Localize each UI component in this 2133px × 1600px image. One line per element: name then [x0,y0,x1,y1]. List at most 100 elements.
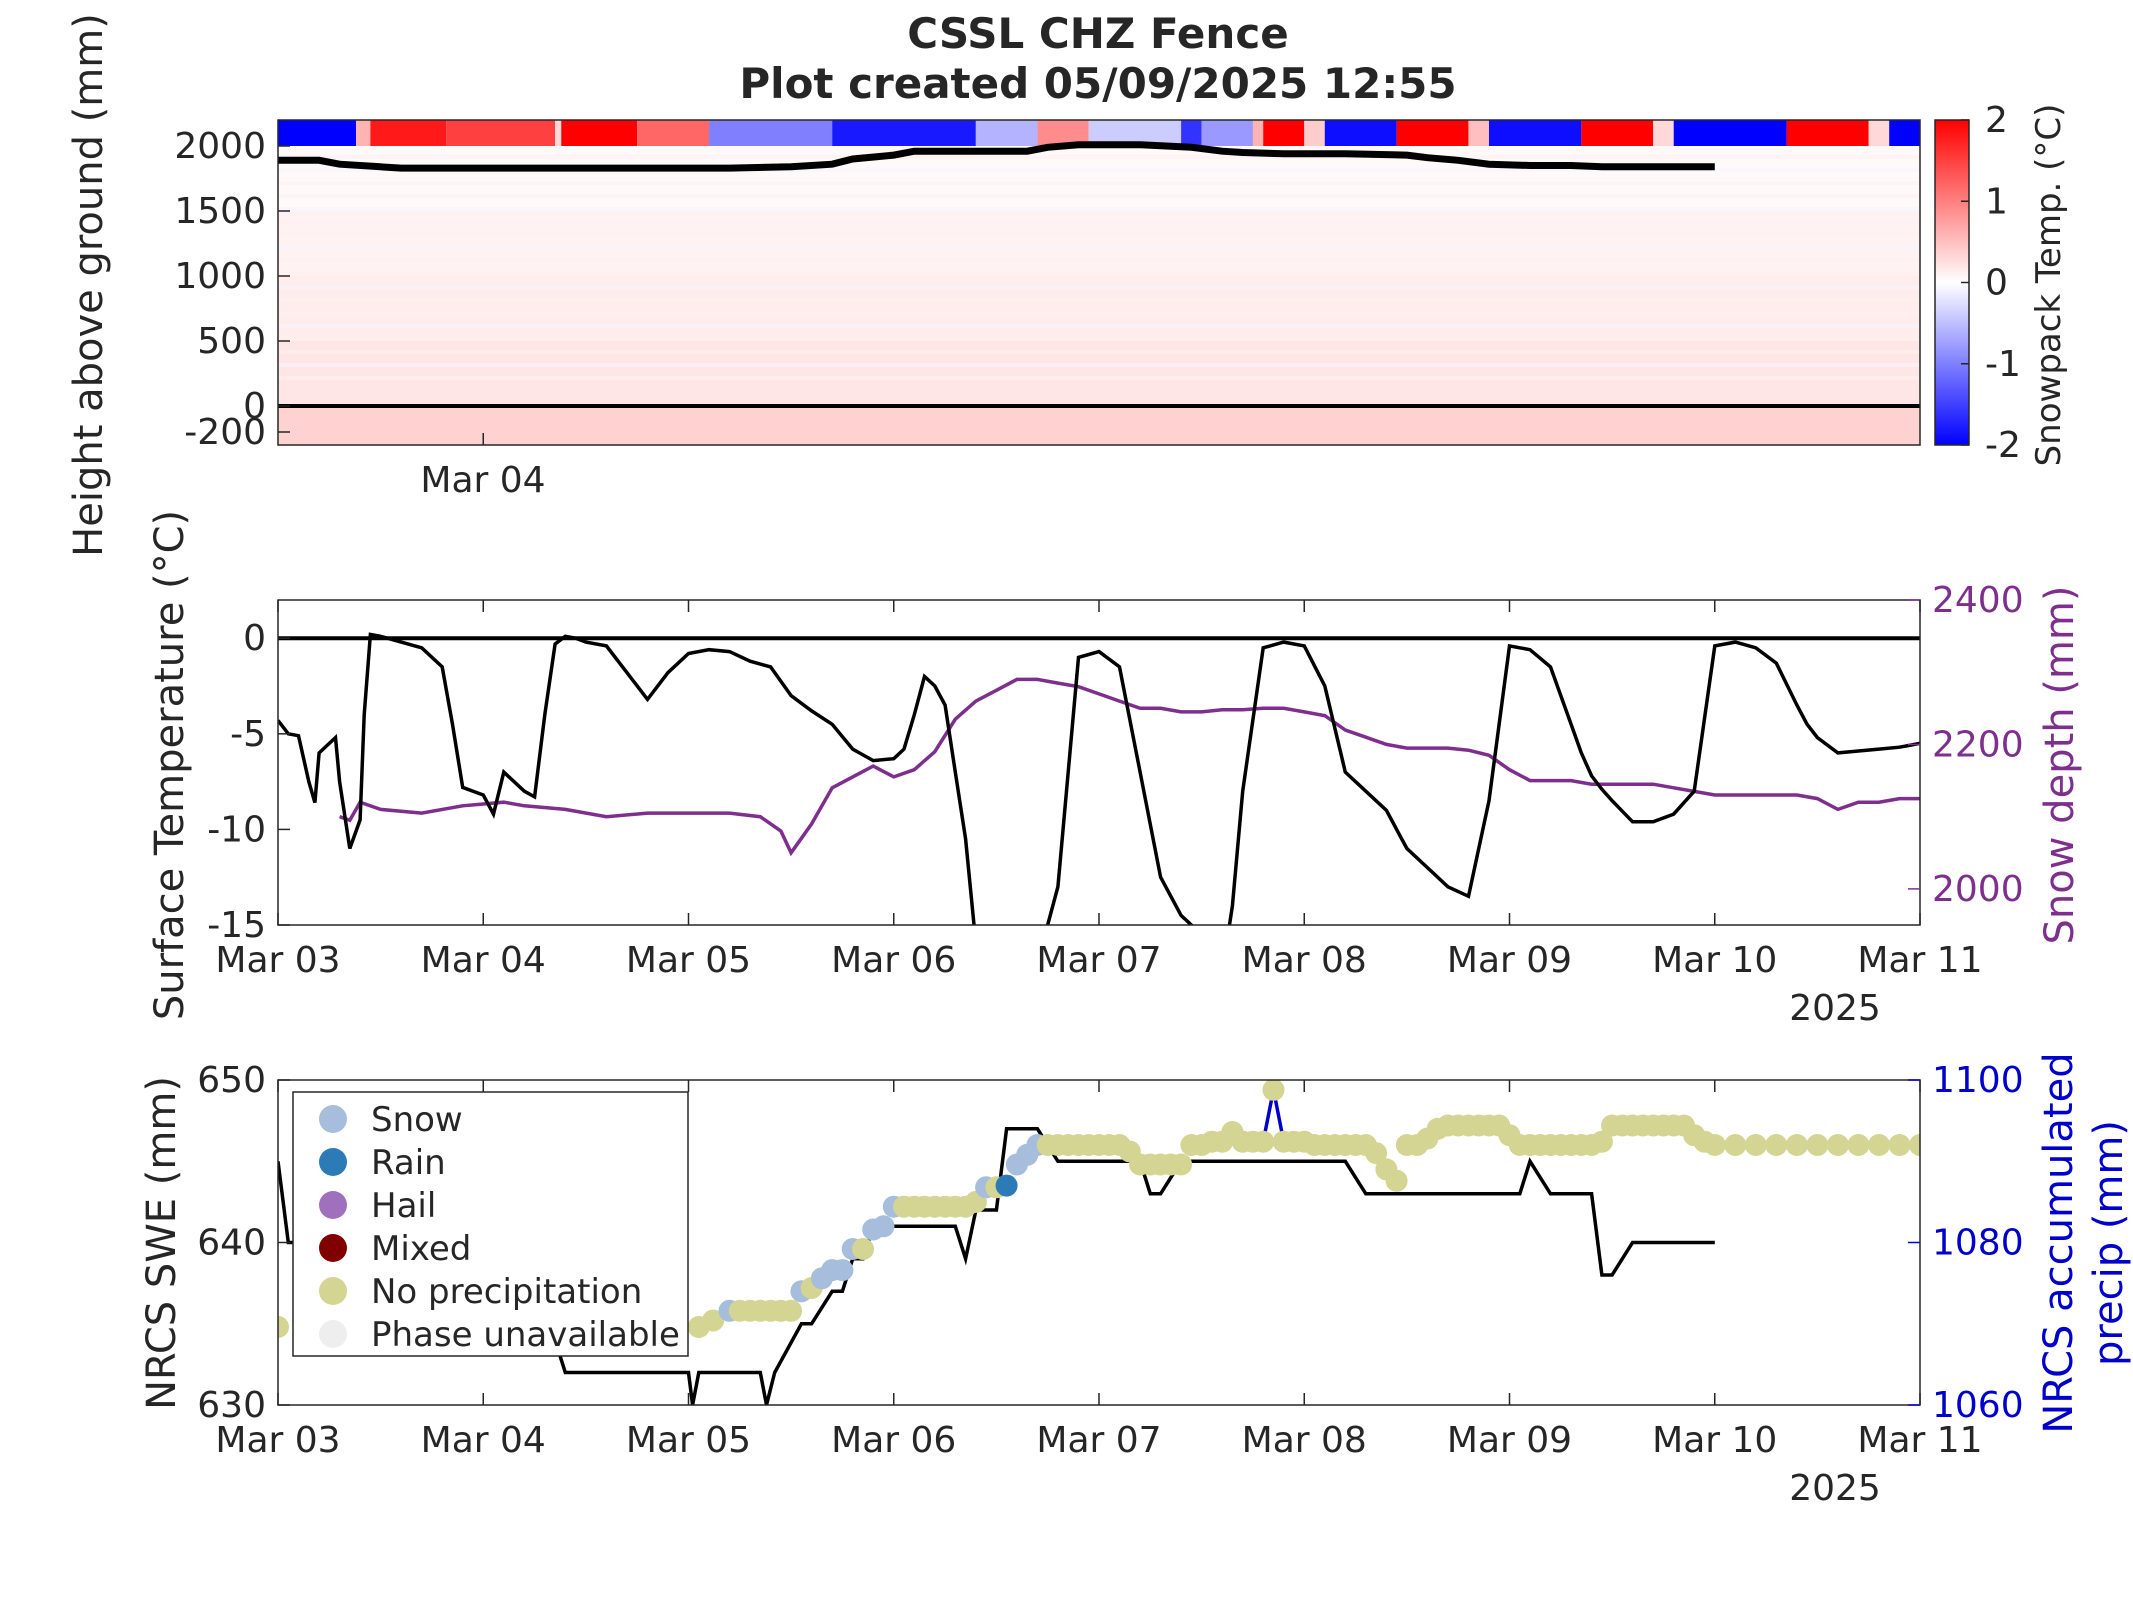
temperature-x-tick-label: Mar 09 [1447,940,1572,981]
heatmap-top-cell [1581,120,1654,146]
legend-item-phase-unavailable: Phase unavailable [319,1315,680,1355]
heatmap-cell-stripe [278,298,1920,302]
snow-surface-line [278,141,1715,172]
heatmap-top-cell [1868,120,1890,146]
swe-x-tick-label: Mar 07 [1036,1420,1161,1461]
precip-point [872,1215,895,1238]
heatmap-x-tick-label: Mar 04 [420,460,545,501]
temperature-axes-box [277,599,1921,926]
legend-item-mixed: Mixed [319,1229,471,1269]
heatmap-axes-box [277,119,1921,446]
snow-depth-y-ticks: 2400 2200 2000 [1908,580,2024,910]
swe-series-line [278,1127,1715,1405]
heatmap-cell-stripe [278,363,1920,367]
heatmap-y-axis-label: Height above ground (mm) [66,13,112,557]
legend-marker-no-precipitation [319,1277,347,1305]
swe-year-label: 2025 [1789,1468,1881,1509]
colorbar-tick-label: 1 [1985,181,2008,222]
precip-point [1826,1134,1849,1156]
precip-point [1703,1134,1726,1156]
temperature-x-tick-label: Mar 05 [626,940,751,981]
precip-point [1909,1134,1920,1156]
precip-point [278,1316,289,1338]
colorbar-label: Snowpack Temp. (°C) [2029,104,2069,467]
precip-point [1744,1134,1767,1156]
heatmap-cell-stripe [278,181,1920,185]
legend-box [292,1091,689,1357]
precip-point [1724,1134,1747,1156]
heatmap-top-cell [1201,120,1253,146]
legend-label-hail: Hail [371,1186,436,1226]
heatmap-top-cell [1488,120,1582,146]
snow-depth-y-tick-label: 2200 [1932,724,2024,765]
legend-label-rain: Rain [371,1143,446,1183]
temperature-y-tick-label: -15 [207,905,266,946]
precip-y-ticks: 1100 1080 1060 [1908,1060,2024,1426]
heatmap-background [278,120,1920,445]
precip-y-tick-label: 1100 [1932,1060,2024,1101]
snow-depth-series-line [339,677,1920,857]
heatmap-top-cell [446,120,556,146]
figure-title-line2: Plot created 05/09/2025 12:55 [739,59,1456,108]
precip-point [1385,1169,1408,1192]
heatmap-cell-stripe [278,259,1920,263]
swe-y-tick-label: 650 [197,1060,266,1101]
temperature-x-tick-label: Mar 08 [1242,940,1367,981]
precip-point [1590,1130,1613,1153]
temperature-x-tick-label: Mar 03 [215,940,340,981]
heatmap-cell-band [278,406,1920,445]
legend-label-snow: Snow [371,1100,463,1140]
swe-x-tick-label: Mar 06 [831,1420,956,1461]
heatmap-y-tick-label: 500 [197,321,266,362]
precip-point [1785,1134,1808,1156]
colorbar-tick-label: -2 [1985,425,2021,466]
heatmap-top-cell [1468,120,1489,146]
colorbar-ticks: 2 1 0 -1 -2 [1961,100,2021,466]
legend-marker-snow [319,1105,347,1133]
swe-x-tick-label: Mar 10 [1652,1420,1777,1461]
precip-point [1765,1134,1788,1156]
temperature-x-tick-label: Mar 07 [1036,940,1161,981]
heatmap-y-tick-label: 0 [243,386,266,427]
heatmap-cell-stripe [278,337,1920,341]
heatmap-cell-stripe [278,155,1920,159]
precip-y-axis-label-line2: precip (mm) [2086,1120,2132,1366]
heatmap-cell-stripe [278,194,1920,198]
heatmap-top-cell [278,120,356,146]
heatmap-top-cell [1786,120,1869,146]
swe-x-tick-label: Mar 08 [1242,1420,1367,1461]
heatmap-y-tick-label: 2000 [174,126,266,167]
heatmap-cell-stripe [278,324,1920,328]
precip-y-tick-label: 1080 [1932,1223,2024,1264]
surface-temperature-series-line [278,632,1920,925]
colorbar-tick-label: 2 [1985,100,2008,141]
temperature-y-tick-label: 0 [243,618,266,659]
snow-depth-y-tick-label: 2000 [1932,869,2024,910]
swe-x-tick-label: Mar 05 [626,1420,751,1461]
heatmap-top-cell [1181,120,1202,146]
temperature-year-label: 2025 [1789,988,1881,1029]
heatmap-cell-stripe [278,220,1920,224]
heatmap-top-cell [637,120,710,146]
heatmap-cell-stripe [278,246,1920,250]
temperature-x-tick-label: Mar 04 [421,940,546,981]
swe-y-axis-label: NRCS SWE (mm) [139,1076,185,1410]
temperature-x-tick-label: Mar 10 [1652,940,1777,981]
precip-point [1252,1130,1275,1153]
swe-x-tick-label: Mar 09 [1447,1420,1572,1461]
heatmap-y-tick-label: 1500 [174,191,266,232]
snow-depth-y-axis-label: Snow depth (mm) [2037,586,2083,945]
precip-y-axis-label-line1: NRCS accumulated [2036,1052,2082,1433]
swe-x-tick-label: Mar 04 [421,1420,546,1461]
temperature-y-axis-label: Surface Temperature (°C) [147,510,193,1020]
swe-y-tick-label: 630 [197,1385,266,1426]
heatmap-top-cell [1396,120,1469,146]
precip-point [1365,1142,1388,1165]
temperature-y-ticks: 0 -5 -10 -15 [207,618,290,946]
precip-point [780,1299,803,1322]
legend-label-phase-unavailable: Phase unavailable [371,1315,680,1355]
